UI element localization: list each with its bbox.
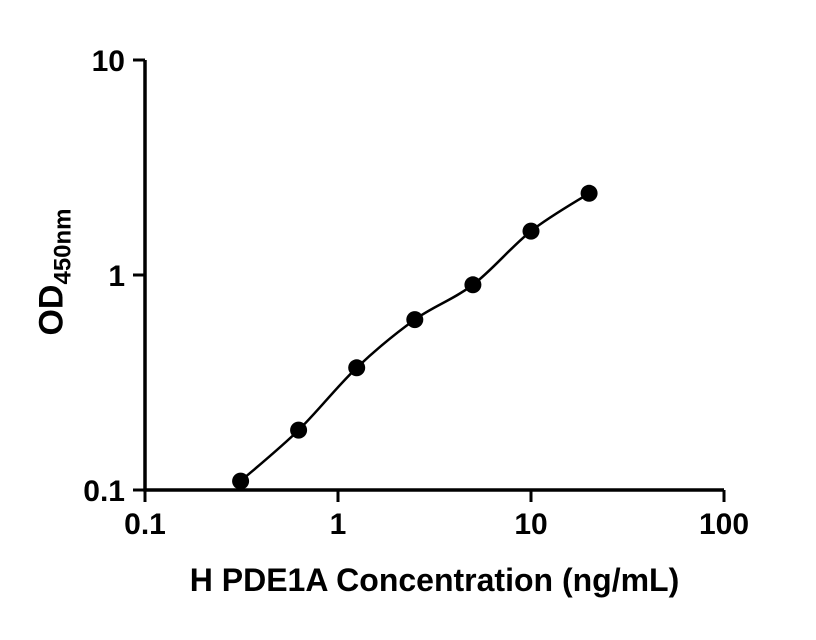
y-axis-title: OD450nm (33, 208, 78, 335)
data-point (406, 311, 424, 329)
y-axis-title-subscript: 450nm (49, 208, 77, 285)
y-axis-title-main: OD (32, 284, 71, 336)
data-point (580, 184, 598, 202)
x-tick-label: 100 (699, 508, 749, 541)
data-point (290, 421, 308, 439)
axis-lines (143, 60, 724, 492)
data-point (348, 359, 366, 377)
data-point (232, 472, 250, 490)
data-point (464, 276, 482, 294)
y-tick-label: 1 (108, 260, 125, 293)
y-tick-label: 0.1 (83, 475, 125, 508)
x-tick-label: 10 (514, 508, 547, 541)
x-axis-title: H PDE1A Concentration (ng/mL) (189, 562, 680, 598)
y-tick-label: 10 (92, 45, 125, 78)
x-tick-label: 1 (330, 508, 347, 541)
data-point (522, 222, 540, 240)
x-tick-label: 0.1 (124, 508, 166, 541)
